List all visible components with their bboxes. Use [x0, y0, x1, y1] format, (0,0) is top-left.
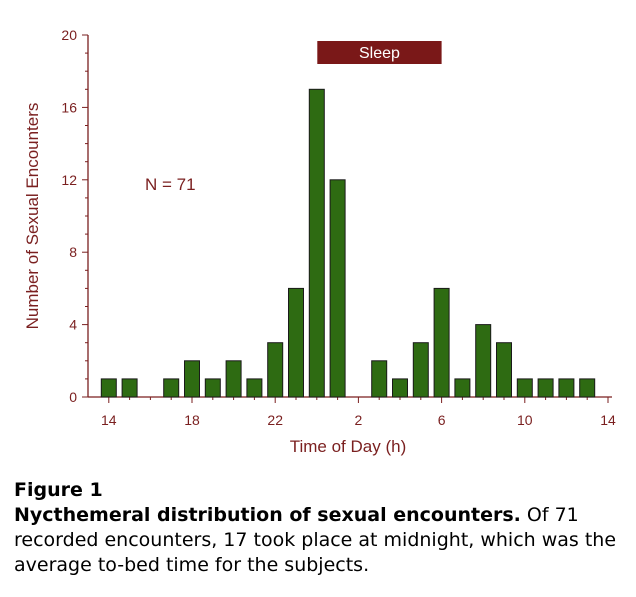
bar	[537, 378, 554, 398]
bar	[121, 378, 138, 398]
y-axis-label: Number of Sexual Encounters	[23, 103, 42, 330]
sleep-bar	[317, 41, 442, 64]
y-axis: 0 4 8 12 16 20	[61, 27, 89, 405]
y-tick-label: 0	[69, 389, 77, 405]
n-count-annotation: N = 71	[145, 175, 196, 194]
bar	[433, 287, 450, 398]
bars	[100, 88, 596, 398]
bar	[496, 342, 512, 398]
x-tick-label: 22	[267, 412, 283, 428]
bar	[392, 378, 408, 398]
bar	[246, 378, 263, 398]
x-tick-label: 14	[600, 412, 616, 428]
bar	[308, 88, 325, 398]
sleep-label: Sleep	[359, 45, 400, 62]
x-axis-label: Time of Day (h)	[290, 437, 407, 456]
bar	[184, 360, 200, 398]
bar	[558, 378, 575, 398]
y-tick-label: 12	[61, 172, 77, 188]
bar	[412, 342, 429, 398]
x-tick-label: 6	[438, 412, 446, 428]
caption-title: Nycthemeral distribution of sexual encou…	[14, 504, 521, 526]
bar	[579, 378, 596, 398]
bar	[225, 360, 242, 398]
x-tick-label: 10	[517, 412, 533, 428]
x-tick-label: 14	[101, 412, 117, 428]
y-tick-label: 4	[69, 317, 77, 333]
bar	[267, 342, 284, 398]
bar	[371, 360, 388, 398]
figure-caption: Figure 1 Nycthemeral distribution of sex…	[14, 478, 626, 578]
y-tick-label: 8	[69, 244, 77, 260]
bar	[475, 324, 492, 398]
y-tick-label: 20	[61, 27, 77, 43]
sleep-annotation: Sleep	[317, 41, 442, 64]
bar	[100, 378, 117, 398]
bar	[204, 378, 221, 398]
y-tick-label: 16	[61, 99, 77, 115]
bar	[329, 179, 346, 398]
bar	[516, 378, 533, 398]
caption-text: Of 71 recorded encounters, 17 took place…	[14, 504, 617, 576]
bar	[288, 287, 304, 398]
x-axis: 14 18 22 2 6 10 14	[88, 396, 616, 428]
bar	[163, 378, 180, 398]
bar	[454, 378, 471, 398]
x-tick-label: 18	[184, 412, 200, 428]
figure-label: Figure 1	[14, 479, 103, 501]
x-tick-label: 2	[355, 412, 363, 428]
